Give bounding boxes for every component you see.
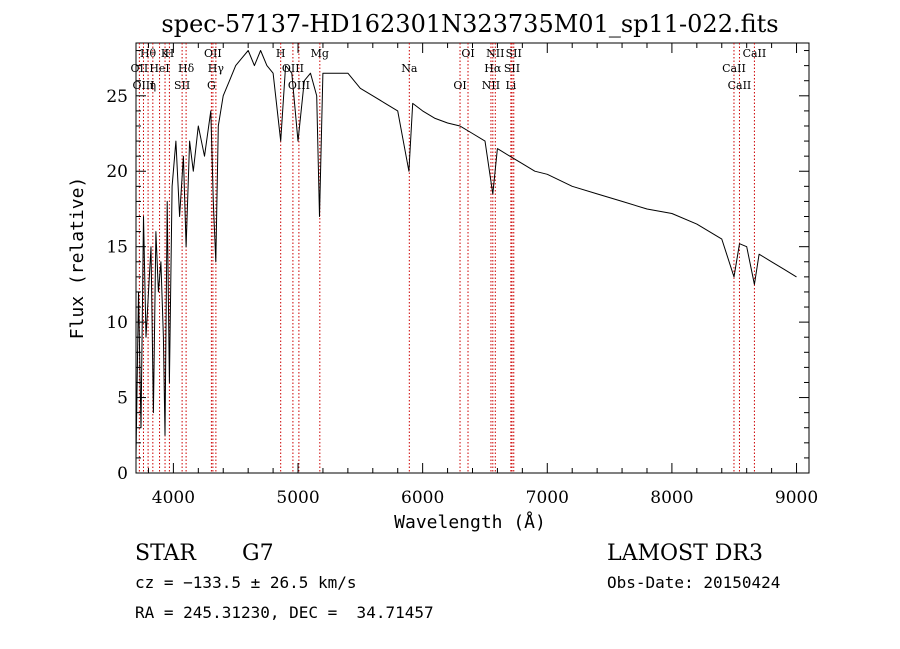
spectral-line-label: NII <box>482 79 500 92</box>
spectral-line-label: OIII <box>132 79 154 92</box>
spectral-line-label: SII <box>504 62 520 75</box>
y-tick-label: 25 <box>106 87 128 107</box>
spectral-line-label: Li <box>505 79 516 92</box>
redshift-velocity: cz = −133.5 ± 26.5 km/s <box>135 573 357 592</box>
spectral-line-label: HeI <box>149 62 169 75</box>
x-tick-label: 6000 <box>401 488 444 508</box>
spectral-line-label: NII <box>486 47 504 60</box>
y-tick-label: 0 <box>117 464 128 484</box>
spectrum-series <box>135 50 797 458</box>
y-tick-label: 10 <box>106 313 128 333</box>
spectral-line-label: OIII <box>288 79 310 92</box>
y-axis-label: Flux (relative) <box>67 177 88 340</box>
spectral-line-label: OII <box>131 62 149 75</box>
spectral-line-label: H <box>165 47 175 60</box>
x-tick-label: 9000 <box>775 488 818 508</box>
object-subclass: G7 <box>242 541 274 566</box>
spectral-line-label: Hθ <box>140 47 157 60</box>
spectral-line-label: SII <box>174 79 190 92</box>
x-tick-label: 7000 <box>526 488 569 508</box>
x-tick-label: 8000 <box>650 488 693 508</box>
spectral-line-label: G <box>207 79 216 92</box>
chart-title: spec-57137-HD162301N323735M01_sp11-022.f… <box>161 10 778 38</box>
spectral-line-label: CaII <box>743 47 767 60</box>
spectral-line-label: OI <box>461 47 474 60</box>
spectral-line-label: η <box>150 79 157 92</box>
spectral-line-label: SII <box>506 47 522 60</box>
spectral-line-label: K <box>161 47 170 60</box>
axes-layer: 4000 5000 6000 7000 8000 9000 0 5 10 15 20 25 <box>106 43 818 508</box>
x-axis-label: Wavelength (Å) <box>394 511 546 533</box>
spectral-line-label: Hδ <box>178 62 195 75</box>
spectral-line-label: OIII <box>282 62 304 75</box>
y-tick-label: 20 <box>106 162 128 182</box>
spectral-line-label: CaII <box>728 79 752 92</box>
spectral-line-label: CaII <box>722 62 746 75</box>
plot-frame <box>135 42 810 474</box>
x-tick-label: 4000 <box>152 488 195 508</box>
y-tick-label: 5 <box>117 389 128 409</box>
spectral-line-label: Hγ <box>208 62 225 75</box>
spectral-line-label: OII <box>204 47 222 60</box>
object-class: STAR <box>135 541 196 566</box>
y-tick-label: 15 <box>106 238 128 258</box>
spectral-line-label: Hα <box>484 62 502 75</box>
line-label-layer: HθOIIOIIIKHeIηHHδSIIOIIHγGHOIIIOIIIMgNaO… <box>131 47 767 92</box>
observation-date: Obs-Date: 20150424 <box>607 573 781 592</box>
survey-name: LAMOST DR3 <box>607 541 763 566</box>
spectral-line-label: Mg <box>311 47 329 60</box>
spectrum-layer <box>135 50 797 458</box>
coordinates: RA = 245.31230, DEC = 34.71457 <box>135 603 434 622</box>
spectral-line-label: H <box>276 47 286 60</box>
spectral-line-label: OI <box>453 79 466 92</box>
spectral-line-label: Na <box>401 62 418 75</box>
x-tick-label: 5000 <box>276 488 319 508</box>
line-marker-layer <box>138 43 755 473</box>
